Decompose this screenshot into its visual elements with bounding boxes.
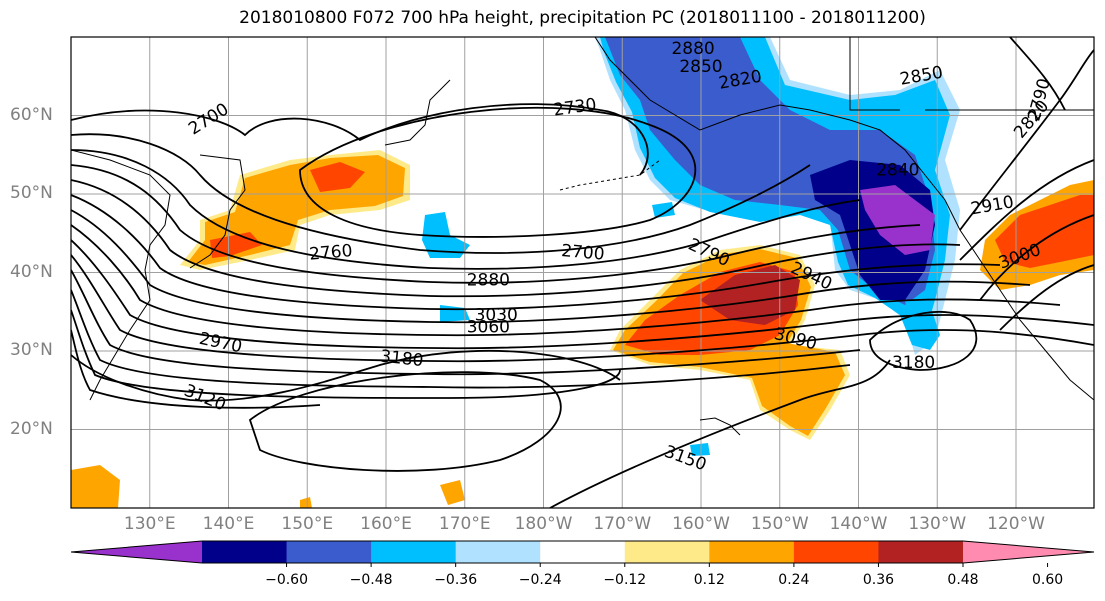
colorbar-segment <box>793 541 879 563</box>
contour-3180-east <box>869 310 978 371</box>
contour-east-3 <box>979 214 1094 301</box>
coastline-aleutians <box>559 159 661 191</box>
coastline-russia-japan <box>189 154 246 269</box>
longitude-label: 170°W <box>593 514 652 534</box>
coastline-hawaii <box>699 417 741 436</box>
map-title: 2018010800 F072 700 hPa height, precipit… <box>239 8 926 28</box>
colorbar-tick-label: −0.24 <box>518 572 562 588</box>
contour-2820 <box>71 179 961 298</box>
colorbar-segment <box>371 541 457 563</box>
contour-east-2 <box>959 49 1094 231</box>
colorbar-segment <box>709 541 795 563</box>
colorbar-tick-label: 0.24 <box>778 572 810 588</box>
colorbar-tick-label: −0.60 <box>265 572 308 588</box>
colorbar-tick-label: −0.36 <box>434 572 478 588</box>
colorbar-tick-label: 0.60 <box>1031 572 1064 588</box>
colorbar-tick-label: −0.12 <box>603 572 647 588</box>
contour-2910 <box>71 224 1061 337</box>
colorbar-extend-low <box>71 541 202 563</box>
coastline-north-america <box>594 37 1094 401</box>
contour-2790 <box>71 164 921 284</box>
contour-label: 3180 <box>892 353 935 373</box>
contour-label: 2850 <box>679 57 722 77</box>
longitude-label: 180°W <box>514 514 573 534</box>
contour-label: 2700 <box>560 241 605 265</box>
precip-blue-spot-hawaii <box>690 443 710 456</box>
colorbar-outline <box>70 540 1095 564</box>
map-frame <box>70 36 1095 509</box>
contour-3030 <box>71 289 851 389</box>
precip-blue-spot-gulf <box>652 202 675 218</box>
coastline-kamchatka <box>384 79 451 146</box>
colorbar-tick-label: −0.48 <box>349 572 393 588</box>
contour-label: 2840 <box>876 160 919 180</box>
contour-2970 <box>71 254 1094 363</box>
longitude-label: 130°E <box>123 514 176 534</box>
longitude-label: 140°E <box>202 514 255 534</box>
longitude-label: 170°E <box>438 514 491 534</box>
border-alaska-canada <box>849 37 900 111</box>
precip-purple-region <box>860 185 935 255</box>
precip-orange-spot-south <box>440 480 465 505</box>
colorbar-tick-label: 0.36 <box>862 572 895 588</box>
longitude-label: 140°W <box>829 514 888 534</box>
coastlines <box>71 37 1094 436</box>
contour-label: 2760 <box>308 241 353 265</box>
colorbar-segment <box>540 541 626 563</box>
latitude-label: 40°N <box>10 261 53 282</box>
precip-red-okhotsk <box>310 162 365 192</box>
longitude-label: 130°W <box>908 514 967 534</box>
contour-2850 <box>71 194 1001 311</box>
longitude-label: 160°E <box>360 514 412 534</box>
contour-2730 <box>71 133 811 254</box>
longitude-label: 120°W <box>987 514 1045 534</box>
longitude-label: 160°W <box>672 514 730 534</box>
latitude-label: 50°N <box>10 183 53 203</box>
contour-east-4 <box>999 264 1094 331</box>
contour-2760 <box>71 149 861 270</box>
colorbar-segment <box>455 541 541 563</box>
contour-east-1 <box>959 159 1094 261</box>
contour-3150 <box>549 359 891 508</box>
coastline-asia <box>71 149 171 401</box>
contour-2880 <box>71 209 1031 324</box>
precip-negative-areas <box>422 37 960 456</box>
contour-label: 3180 <box>379 347 424 371</box>
contour-label: 2880 <box>467 270 510 290</box>
precip-orange-spot-tiny <box>300 497 312 508</box>
contour-label: 3060 <box>467 317 510 337</box>
latitude-label: 20°N <box>10 418 53 439</box>
contour-3180-high <box>248 371 562 472</box>
contour-east-5 <box>1009 37 1066 111</box>
longitude-label: 150°W <box>750 514 809 534</box>
contour-3120 <box>71 349 621 402</box>
colorbar-segment <box>878 541 964 563</box>
colorbar-extend-high <box>963 541 1094 563</box>
precip-darkred-pacific <box>700 265 800 325</box>
colorbar-segment <box>286 541 372 563</box>
latitude-label: 60°N <box>10 104 53 125</box>
precip-orange-southwest <box>71 465 120 508</box>
longitude-label: 150°E <box>281 514 334 534</box>
contour-label: 2880 <box>671 39 714 59</box>
contour-3090 <box>71 329 321 409</box>
contour-2700-low <box>299 106 697 238</box>
colorbar <box>70 540 1095 567</box>
height-contours <box>71 37 1094 508</box>
colorbar-tick-label: 0.48 <box>947 572 979 588</box>
colorbar-tick-label: 0.12 <box>693 572 725 588</box>
latitude-label: 30°N <box>10 340 53 360</box>
colorbar-segment <box>202 541 288 563</box>
precip-blue-spot-center <box>422 212 470 258</box>
contour-label: 3030 <box>475 306 518 326</box>
colorbar-segment <box>624 541 710 563</box>
precip-red-northamerica <box>995 195 1094 268</box>
